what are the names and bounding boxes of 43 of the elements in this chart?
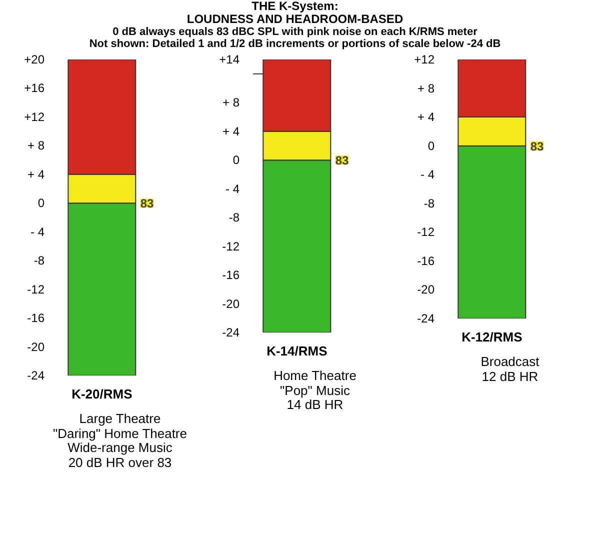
y-tick-label: 0 [428,138,435,152]
y-tick-label: + 4 [27,166,45,181]
y-tick-label: +16 [24,80,45,95]
y-tick-label: -12 [27,282,45,296]
y-tick-label: -12 [417,224,435,239]
y-tick-label: -24 [222,325,240,340]
y-tick-label: + 8 [417,80,435,95]
y-tick-label: + 4 [417,110,435,124]
y-tick-label: -20 [222,296,240,310]
text: Broadcast 12 dB HR [480,354,540,384]
y-tick-label: 0 [38,196,45,210]
y-tick-label: -16 [417,254,435,268]
chart-subtitle: 0 dB always equals 83 dBC SPL with pink noise on each K/RMS meter Not shown: Detailed 1 and 1/2 dB increments or portions of scale below -24 dB [89,26,501,51]
chart-title: THE K-System: LOUDNESS AND HEADROOM-BASED [186,0,404,26]
y-tick-label: + 8 [27,138,45,152]
x-tick-label: K-12/RMS [462,329,523,344]
text: 83 [140,196,154,210]
y-tick-label: + 8 [222,95,240,110]
y-tick-label: -8 [424,196,435,210]
y-tick-label: -12 [222,238,240,253]
y-tick-label: -8 [34,253,45,268]
y-tick-label: -24 [27,368,45,382]
y-tick-label: - 4 [225,181,240,196]
y-tick-label: +12 [414,52,435,66]
y-tick-label: +20 [24,52,45,66]
y-tick-label: 0 [232,152,240,167]
text: 83 [530,138,544,153]
text: 83 [335,153,350,168]
y-tick-label: + 4 [222,124,240,138]
y-tick-label: -16 [27,310,45,325]
text: Home Theatre "Pop" Music 14 dB HR [274,368,356,414]
text: Large Theatre "Daring" Home Theatre Wide-range Music 20 dB HR over 83 [53,410,187,472]
y-tick-label: -24 [417,311,435,326]
y-tick-label: - 4 [420,167,435,182]
x-tick-label: K-20/RMS [72,386,133,402]
y-tick-label: -16 [222,268,240,282]
y-tick-label: -8 [228,210,240,224]
y-tick-label: +12 [24,110,45,124]
y-tick-label: -20 [417,282,435,296]
x-tick-label: K-14/RMS [266,343,328,358]
y-tick-label: +14 [219,52,240,66]
y-tick-label: -20 [27,339,45,354]
y-tick-label: - 4 [30,224,45,238]
